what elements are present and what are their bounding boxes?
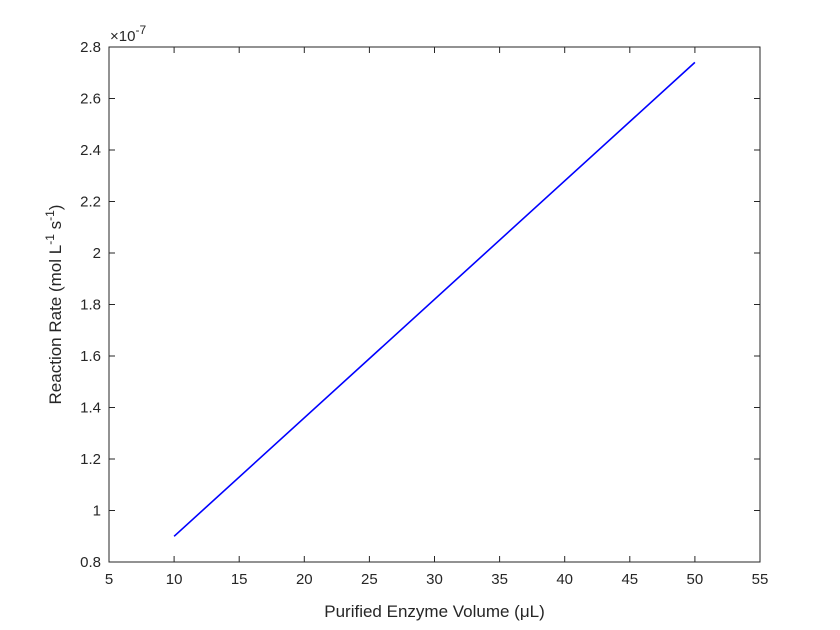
y-tick-label: 1.6 bbox=[80, 348, 101, 365]
y-tick-label: 2.4 bbox=[80, 142, 101, 159]
y-tick-label: 2.2 bbox=[80, 194, 101, 211]
y-axis-label: Reaction Rate (mol L-1 s-1) bbox=[43, 205, 65, 405]
y-tick-label: 2 bbox=[93, 245, 101, 262]
x-tick-label: 15 bbox=[231, 571, 248, 588]
y-tick-label: 2.8 bbox=[80, 39, 101, 56]
x-tick-label: 5 bbox=[105, 571, 113, 588]
x-tick-label: 35 bbox=[491, 571, 508, 588]
x-tick-label: 45 bbox=[621, 571, 638, 588]
x-tick-label: 20 bbox=[296, 571, 313, 588]
y-tick-label: 1.2 bbox=[80, 451, 101, 468]
y-multiplier: ×10-7 bbox=[110, 23, 146, 45]
x-tick-label: 55 bbox=[752, 571, 769, 588]
x-tick-label: 30 bbox=[426, 571, 443, 588]
x-tick-label: 40 bbox=[556, 571, 573, 588]
x-axis-label: Purified Enzyme Volume (μL) bbox=[324, 602, 545, 621]
x-tick-label: 10 bbox=[166, 571, 183, 588]
x-tick-label: 50 bbox=[687, 571, 704, 588]
plot-area bbox=[109, 47, 760, 562]
y-tick-label: 1 bbox=[93, 503, 101, 520]
tick-labels: 5 10 15 20 25 30 35 40 45 50 55 0.8 1 1.2 1.4 1.6 1.8 2 2.… bbox=[80, 39, 768, 588]
x-tick-label: 25 bbox=[361, 571, 378, 588]
series-line bbox=[173, 61, 696, 537]
series-layer bbox=[173, 61, 696, 537]
axes-box bbox=[108, 46, 761, 563]
y-tick-label: 1.8 bbox=[80, 297, 101, 314]
y-tick-label: 1.4 bbox=[80, 400, 101, 417]
y-tick-label: 2.6 bbox=[80, 91, 101, 108]
y-tick-label: 0.8 bbox=[80, 554, 101, 571]
